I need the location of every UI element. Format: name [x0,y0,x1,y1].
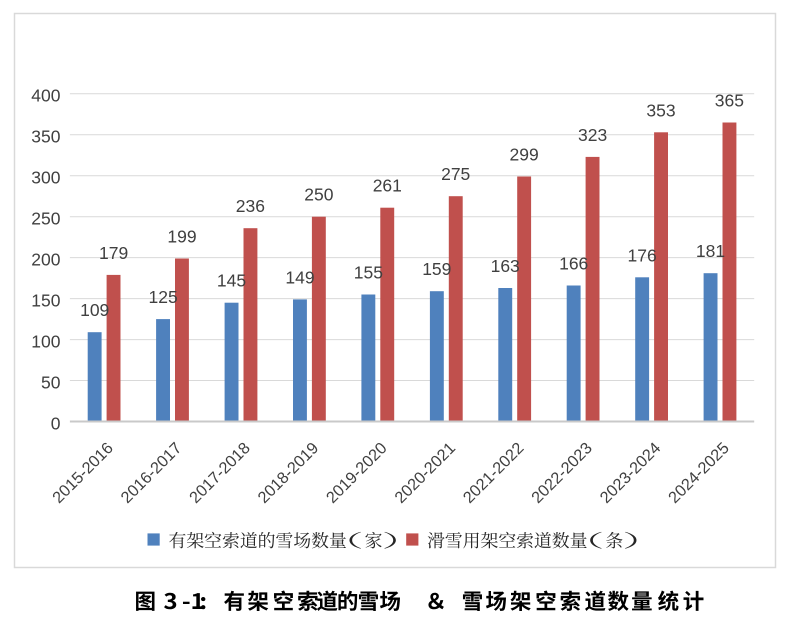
svg-text:300: 300 [31,168,60,188]
svg-text:323: 323 [578,125,607,145]
svg-text:50: 50 [41,372,61,392]
svg-text:149: 149 [285,267,314,287]
svg-text:159: 159 [422,259,451,279]
svg-text:199: 199 [167,227,196,247]
svg-text:179: 179 [99,243,128,263]
svg-text:236: 236 [236,196,265,216]
svg-text:275: 275 [441,164,470,184]
svg-text:181: 181 [696,241,725,261]
svg-text:100: 100 [31,331,60,351]
svg-text:200: 200 [31,249,60,269]
svg-text:261: 261 [373,176,402,196]
svg-text:150: 150 [31,290,60,310]
svg-text:350: 350 [31,127,60,147]
svg-text:109: 109 [80,300,109,320]
svg-text:125: 125 [148,287,177,307]
svg-text:0: 0 [51,413,61,433]
svg-text:145: 145 [217,271,246,291]
svg-text:250: 250 [31,209,60,229]
svg-text:163: 163 [491,256,520,276]
svg-text:353: 353 [646,100,675,120]
svg-text:250: 250 [304,185,333,205]
svg-text:176: 176 [627,245,656,265]
svg-text:365: 365 [715,91,744,111]
svg-text:166: 166 [559,254,588,274]
svg-text:299: 299 [509,145,538,165]
svg-text:400: 400 [31,86,60,106]
svg-text:155: 155 [354,263,383,283]
